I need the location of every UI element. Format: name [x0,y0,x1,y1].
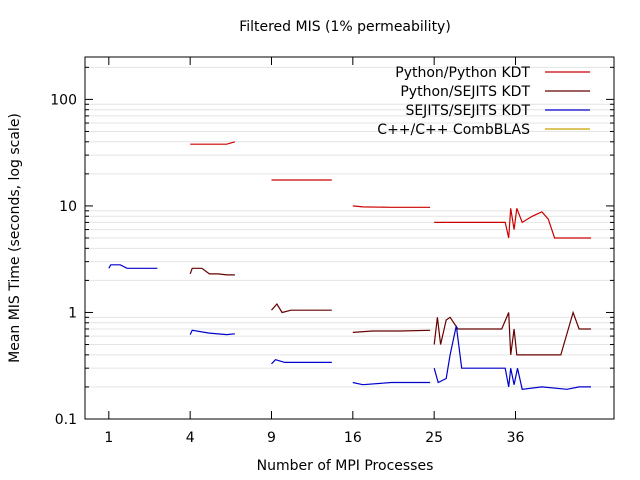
plot-area [108,141,591,390]
legend-label: Python/Python KDT [395,65,530,81]
chart-title: Filtered MIS (1% permeability) [239,19,451,35]
x-axis-label: Number of MPI Processes [257,458,434,474]
y-tick-label: 100 [50,92,77,108]
series-line [189,329,235,336]
series-line [433,310,591,356]
grid [85,66,614,388]
x-tick-label: 16 [344,430,362,446]
series-line [352,329,431,333]
x-tick-label: 1 [104,430,113,446]
series-line [108,264,158,269]
series-line [189,267,235,276]
series-line [352,205,431,208]
series-line [190,141,236,145]
series-line [271,359,332,365]
y-axis-label: Mean MIS Time (seconds, log scale) [7,113,23,363]
series-line [433,325,591,390]
x-tick-label: 25 [425,430,443,446]
legend-label: C++/C++ CombBLAS [377,122,530,138]
legend-label: Python/SEJITS KDT [400,84,530,100]
y-tick-label: 10 [59,199,77,215]
x-tick-label: 36 [507,430,525,446]
y-tick-label: 0.1 [55,412,77,428]
x-tick-label: 9 [267,430,276,446]
x-tick-label: 4 [186,430,195,446]
axes: 0.1 1 10 100 1 4 9 16 25 36 [50,56,615,446]
series-line [434,208,591,239]
series-line [271,302,332,314]
legend: Python/Python KDT Python/SEJITS KDT SEJITS… [377,65,590,138]
series-line [352,381,431,386]
legend-label: SEJITS/SEJITS KDT [405,103,530,119]
y-tick-label: 1 [68,305,77,321]
